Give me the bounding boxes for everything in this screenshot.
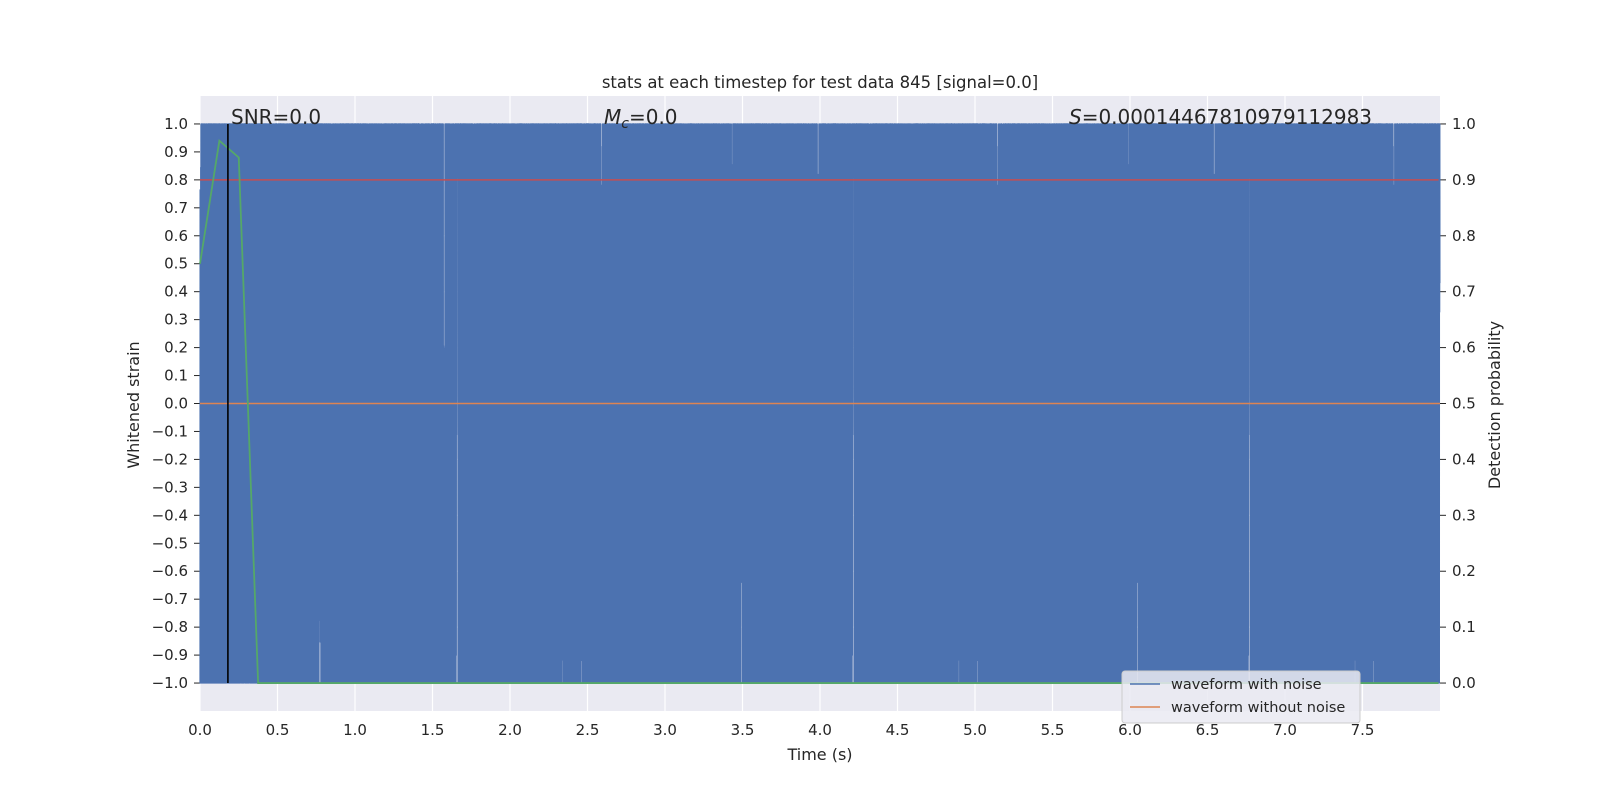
y-tick-label: 1.0 xyxy=(164,115,188,133)
x-tick-label: 0.0 xyxy=(188,721,212,739)
x-tick-label: 1.0 xyxy=(343,721,367,739)
x-tick-label: 2.5 xyxy=(576,721,600,739)
legend: waveform with noise waveform without noi… xyxy=(1121,670,1361,724)
y-axis-left: 1.0 0.9 0.8 0.7 0.6 0.5 0.4 0.3 0.2 0.1 0.0 −0.1 −0.… xyxy=(152,115,200,692)
series-layer xyxy=(199,123,1441,684)
y-tick-label: −0.6 xyxy=(152,562,188,580)
y-tick-label: 0.3 xyxy=(164,311,188,329)
x-axis: 0.0 0.5 1.0 1.5 2.0 2.5 3.0 3.5 4.0 4.5 5.0 5.5 6.0 6… xyxy=(188,721,1374,739)
y-axis-right-label: Detection probability xyxy=(1485,321,1504,489)
x-tick-label: 1.5 xyxy=(421,721,445,739)
y-right-tick-label: 0.9 xyxy=(1452,171,1476,189)
chart-title: stats at each timestep for test data 845… xyxy=(602,73,1038,92)
y-tick-label: −0.7 xyxy=(152,590,188,608)
y-tick-label: −0.9 xyxy=(152,646,188,664)
x-tick-label: 3.0 xyxy=(653,721,677,739)
y-right-tick-label: 0.7 xyxy=(1452,283,1476,301)
x-axis-label: Time (s) xyxy=(786,745,852,764)
y-right-tick-label: 0.5 xyxy=(1452,395,1476,413)
snr-annotation: SNR=0.0 xyxy=(231,105,321,129)
x-tick-label: 6.5 xyxy=(1196,721,1220,739)
y-axis-label: Whitened strain xyxy=(124,341,143,468)
y-tick-label: −1.0 xyxy=(152,674,188,692)
x-tick-label: 5.0 xyxy=(963,721,987,739)
legend-box xyxy=(1121,670,1361,724)
x-tick-label: 3.5 xyxy=(731,721,755,739)
y-tick-label: −0.5 xyxy=(152,534,188,552)
y-tick-label: −0.8 xyxy=(152,618,188,636)
y-right-tick-label: 1.0 xyxy=(1452,115,1476,133)
chirp-mass-subscript: c xyxy=(621,116,629,132)
y-tick-label: 0.6 xyxy=(164,227,188,245)
chirp-mass-annotation: Mc=0.0 xyxy=(604,105,678,132)
y-right-tick-label: 0.2 xyxy=(1452,562,1476,580)
chirp-mass-symbol: M xyxy=(604,105,621,129)
s-value: =0.00014467810979112983 xyxy=(1082,105,1372,129)
y-right-tick-label: 0.6 xyxy=(1452,339,1476,357)
y-axis-right: 1.0 0.9 0.8 0.7 0.6 0.5 0.4 0.3 0.2 0.1 0.0 xyxy=(1440,115,1476,692)
y-tick-label: 0.0 xyxy=(164,395,188,413)
y-right-tick-label: 0.3 xyxy=(1452,506,1476,524)
y-right-tick-label: 0.4 xyxy=(1452,450,1476,468)
y-right-tick-label: 0.8 xyxy=(1452,227,1476,245)
s-symbol: S xyxy=(1069,105,1082,129)
x-tick-label: 5.5 xyxy=(1041,721,1065,739)
s-annotation: S=0.00014467810979112983 xyxy=(1069,105,1372,129)
y-tick-label: 0.4 xyxy=(164,283,188,301)
y-tick-label: −0.3 xyxy=(152,478,188,496)
x-tick-label: 7.5 xyxy=(1351,721,1375,739)
y-tick-label: −0.1 xyxy=(152,422,188,440)
y-right-tick-label: 0.0 xyxy=(1452,674,1476,692)
chirp-mass-value: =0.0 xyxy=(629,105,678,129)
y-tick-label: 0.2 xyxy=(164,339,188,357)
y-right-tick-label: 0.1 xyxy=(1452,618,1476,636)
x-tick-label: 7.0 xyxy=(1273,721,1297,739)
legend-label-clean: waveform without noise xyxy=(1171,700,1345,716)
x-tick-label: 4.5 xyxy=(886,721,910,739)
x-tick-label: 6.0 xyxy=(1118,721,1142,739)
y-tick-label: 0.8 xyxy=(164,171,188,189)
y-tick-label: −0.2 xyxy=(152,450,188,468)
y-tick-label: 0.5 xyxy=(164,255,188,273)
y-tick-label: 0.1 xyxy=(164,367,188,385)
x-tick-label: 0.5 xyxy=(266,721,290,739)
x-tick-label: 4.0 xyxy=(808,721,832,739)
legend-label-noise: waveform with noise xyxy=(1171,677,1322,693)
y-tick-label: 0.9 xyxy=(164,143,188,161)
y-tick-label: 0.7 xyxy=(164,199,188,217)
y-tick-label: −0.4 xyxy=(152,506,188,524)
x-tick-label: 2.0 xyxy=(498,721,522,739)
